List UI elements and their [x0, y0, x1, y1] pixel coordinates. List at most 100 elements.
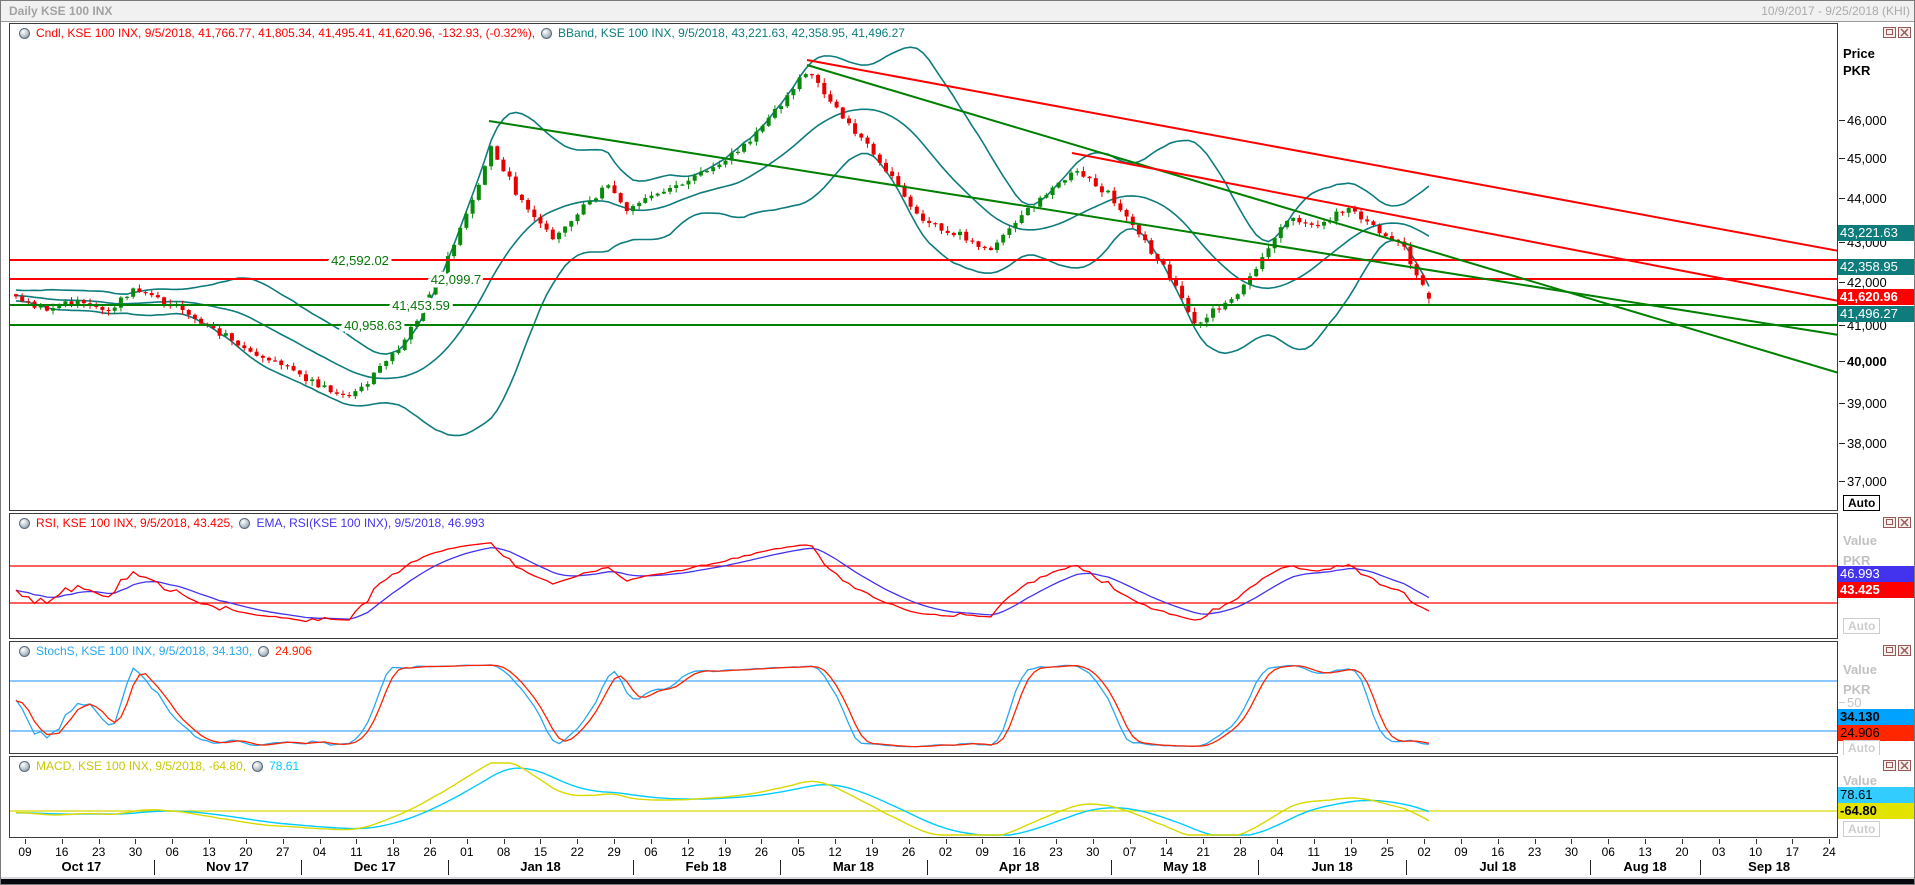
x-axis-day-label: 16	[55, 845, 69, 859]
indicator-label: MACD, KSE 100 INX, 9/5/2018, -64.80,	[36, 759, 247, 773]
restore-icon[interactable]	[1883, 27, 1896, 38]
macd-curve	[15, 762, 1430, 836]
x-axis-day-label: 22	[570, 845, 584, 859]
indicator-collapse-icon[interactable]	[541, 27, 553, 39]
close-icon[interactable]	[1898, 517, 1911, 528]
x-axis-tick	[1203, 839, 1205, 844]
trend-line[interactable]	[806, 59, 1838, 252]
indicator-label: Cndl, KSE 100 INX, 9/5/2018, 41,766.77, …	[36, 26, 536, 40]
x-axis-day-label: 30	[1564, 845, 1579, 859]
x-axis-day-label: 12	[681, 845, 695, 859]
x-axis-tick	[1460, 839, 1462, 844]
x-axis-tick	[209, 839, 211, 844]
x-axis-tick	[319, 839, 321, 844]
value-tag: -64.80	[1838, 803, 1914, 819]
x-axis-day-label: 13	[1638, 845, 1652, 859]
restore-icon[interactable]	[1883, 760, 1896, 771]
y-axis-title-price: Price	[1843, 46, 1875, 61]
indicator-collapse-icon[interactable]	[19, 645, 30, 657]
x-axis-day-label: 04	[312, 845, 327, 859]
macd-axis-gutter: 78.61 -64.80	[1838, 755, 1914, 839]
x-axis-day-label: 19	[1343, 845, 1358, 859]
value-tag: 34.130	[1838, 709, 1914, 725]
x-axis-month-label: Feb 18	[685, 859, 727, 874]
x-axis-month-label: Jan 18	[520, 859, 561, 874]
x-axis-day-label: 23	[91, 845, 106, 859]
restore-icon[interactable]	[1883, 517, 1896, 528]
stochastic-legend: StochS, KSE 100 INX, 9/5/2018, 34.130, 2…	[19, 644, 312, 658]
close-icon[interactable]	[1898, 645, 1911, 656]
rsi-axis-title-currency: PKR	[1843, 553, 1871, 568]
close-icon[interactable]	[1898, 760, 1911, 771]
indicator-collapse-icon[interactable]	[19, 27, 30, 39]
y-axis-tick: 46,000	[1839, 113, 1887, 128]
price-window-buttons	[1883, 27, 1911, 38]
close-icon[interactable]	[1898, 27, 1911, 38]
x-axis-tick	[1571, 839, 1573, 844]
auto-scale-button-stoch[interactable]: Auto	[1843, 740, 1881, 756]
x-axis-day-label: 10	[1748, 845, 1763, 859]
stoch-axis-title-currency: PKR	[1843, 682, 1871, 697]
x-axis-tick	[871, 839, 873, 844]
y-axis-tick: 38,000	[1839, 436, 1887, 451]
price-plot-area[interactable]: 42,592.02 42,099.7 41,453.59 40,958.63	[9, 23, 1838, 511]
x-axis-month-separator	[153, 860, 155, 875]
stochastic-panel: StochS, KSE 100 INX, 9/5/2018, 34.130, 2…	[1, 640, 1914, 756]
auto-scale-button-macd[interactable]: Auto	[1843, 821, 1881, 837]
bottom-strip	[1, 877, 1914, 884]
bollinger-band-line	[15, 152, 1430, 437]
indicator-collapse-icon[interactable]	[258, 645, 270, 657]
restore-icon[interactable]	[1883, 645, 1896, 656]
x-axis-month-separator	[779, 860, 781, 875]
stoch-mid-tick: 50	[1839, 695, 1861, 710]
indicator-collapse-icon[interactable]	[19, 760, 30, 772]
x-axis-tick	[172, 839, 174, 844]
x-axis-tick	[614, 839, 616, 844]
x-axis-tick	[393, 839, 395, 844]
x-axis-day-label: 26	[423, 845, 437, 859]
indicator-label: RSI, KSE 100 INX, 9/5/2018, 43.425,	[36, 516, 234, 530]
bollinger-band-line	[15, 108, 1430, 380]
x-axis-day-label: 09	[18, 845, 32, 859]
auto-scale-button-price[interactable]: Auto	[1843, 495, 1881, 511]
x-axis-tick	[945, 839, 947, 844]
auto-scale-button-rsi[interactable]: Auto	[1843, 618, 1881, 634]
rsi-window-buttons	[1883, 517, 1911, 528]
indicator-label: EMA, RSI(KSE 100 INX), 9/5/2018, 46.993	[256, 516, 485, 530]
x-axis-month-label: May 18	[1163, 859, 1207, 874]
x-axis-tick	[98, 839, 100, 844]
x-axis-tick	[503, 839, 505, 844]
rsi-plot-area[interactable]	[9, 513, 1838, 639]
x-axis-day-label: 30	[128, 845, 143, 859]
value-tag: 41,620.96	[1838, 289, 1914, 305]
rsi-panel: RSI, KSE 100 INX, 9/5/2018, 43.425, EMA, …	[1, 512, 1914, 640]
x-axis-tick	[356, 839, 358, 844]
rsi-legend: RSI, KSE 100 INX, 9/5/2018, 43.425, EMA, …	[19, 516, 485, 530]
indicator-collapse-icon[interactable]	[252, 760, 264, 772]
x-axis-tick	[982, 839, 984, 844]
x-axis-day-label: 06	[644, 845, 658, 859]
indicator-collapse-icon[interactable]	[239, 517, 251, 529]
indicator-label: BBand, KSE 100 INX, 9/5/2018, 43,221.63,…	[558, 26, 905, 40]
x-axis-tick	[1276, 839, 1278, 844]
stochastic-plot-area[interactable]	[9, 641, 1838, 754]
trend-line[interactable]	[1071, 152, 1838, 302]
x-axis-tick	[908, 839, 910, 844]
x-axis-tick	[25, 839, 26, 844]
x-axis-day-label: 03	[1712, 845, 1726, 859]
trend-line[interactable]	[488, 120, 1838, 336]
x-axis-day-label: 12	[828, 845, 842, 859]
y-axis-tick: 40,000	[1839, 354, 1887, 369]
trend-line[interactable]	[806, 64, 1838, 374]
indicator-collapse-icon[interactable]	[19, 517, 30, 529]
x-axis-tick	[1350, 839, 1352, 844]
x-axis-tick	[540, 839, 542, 844]
x-axis-month-label: Nov 17	[206, 859, 249, 874]
x-axis-tick	[761, 839, 763, 844]
x-axis-day-label: 26	[901, 845, 916, 859]
x-axis-tick	[1645, 839, 1647, 844]
x-axis-tick	[1534, 839, 1536, 844]
x-axis-tick	[1240, 839, 1242, 844]
macd-plot-area[interactable]	[9, 756, 1838, 838]
